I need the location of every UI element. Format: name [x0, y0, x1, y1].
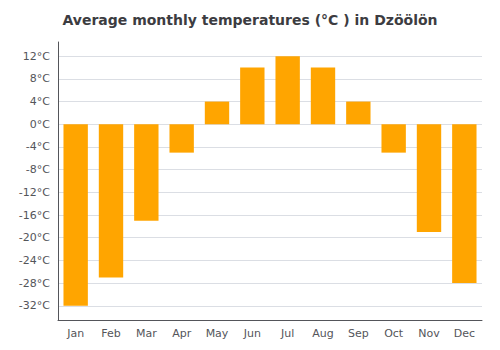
- svg-text:Sep: Sep: [348, 327, 369, 340]
- svg-text:Oct: Oct: [384, 327, 404, 340]
- svg-text:Nov: Nov: [418, 327, 440, 340]
- svg-text:Dec: Dec: [454, 327, 475, 340]
- svg-text:-4°C: -4°C: [26, 140, 50, 153]
- svg-text:Feb: Feb: [101, 327, 120, 340]
- svg-text:-28°C: -28°C: [19, 277, 50, 290]
- svg-text:May: May: [206, 327, 229, 340]
- svg-text:Jul: Jul: [280, 327, 294, 340]
- svg-text:Jan: Jan: [66, 327, 84, 340]
- svg-text:-32°C: -32°C: [19, 299, 50, 312]
- svg-text:Apr: Apr: [172, 327, 192, 340]
- svg-text:8°C: 8°C: [30, 72, 50, 85]
- svg-text:Average monthly temperatures (: Average monthly temperatures (°C ) in Dz…: [62, 12, 437, 28]
- svg-text:-24°C: -24°C: [19, 254, 50, 267]
- svg-text:-16°C: -16°C: [19, 209, 50, 222]
- svg-text:-20°C: -20°C: [19, 231, 50, 244]
- svg-text:Jun: Jun: [243, 327, 261, 340]
- svg-text:Aug: Aug: [312, 327, 333, 340]
- svg-text:-12°C: -12°C: [19, 186, 50, 199]
- svg-text:12°C: 12°C: [23, 50, 50, 63]
- svg-text:Mar: Mar: [136, 327, 157, 340]
- svg-text:4°C: 4°C: [30, 95, 50, 108]
- svg-text:-8°C: -8°C: [26, 163, 50, 176]
- svg-text:0°C: 0°C: [30, 118, 50, 131]
